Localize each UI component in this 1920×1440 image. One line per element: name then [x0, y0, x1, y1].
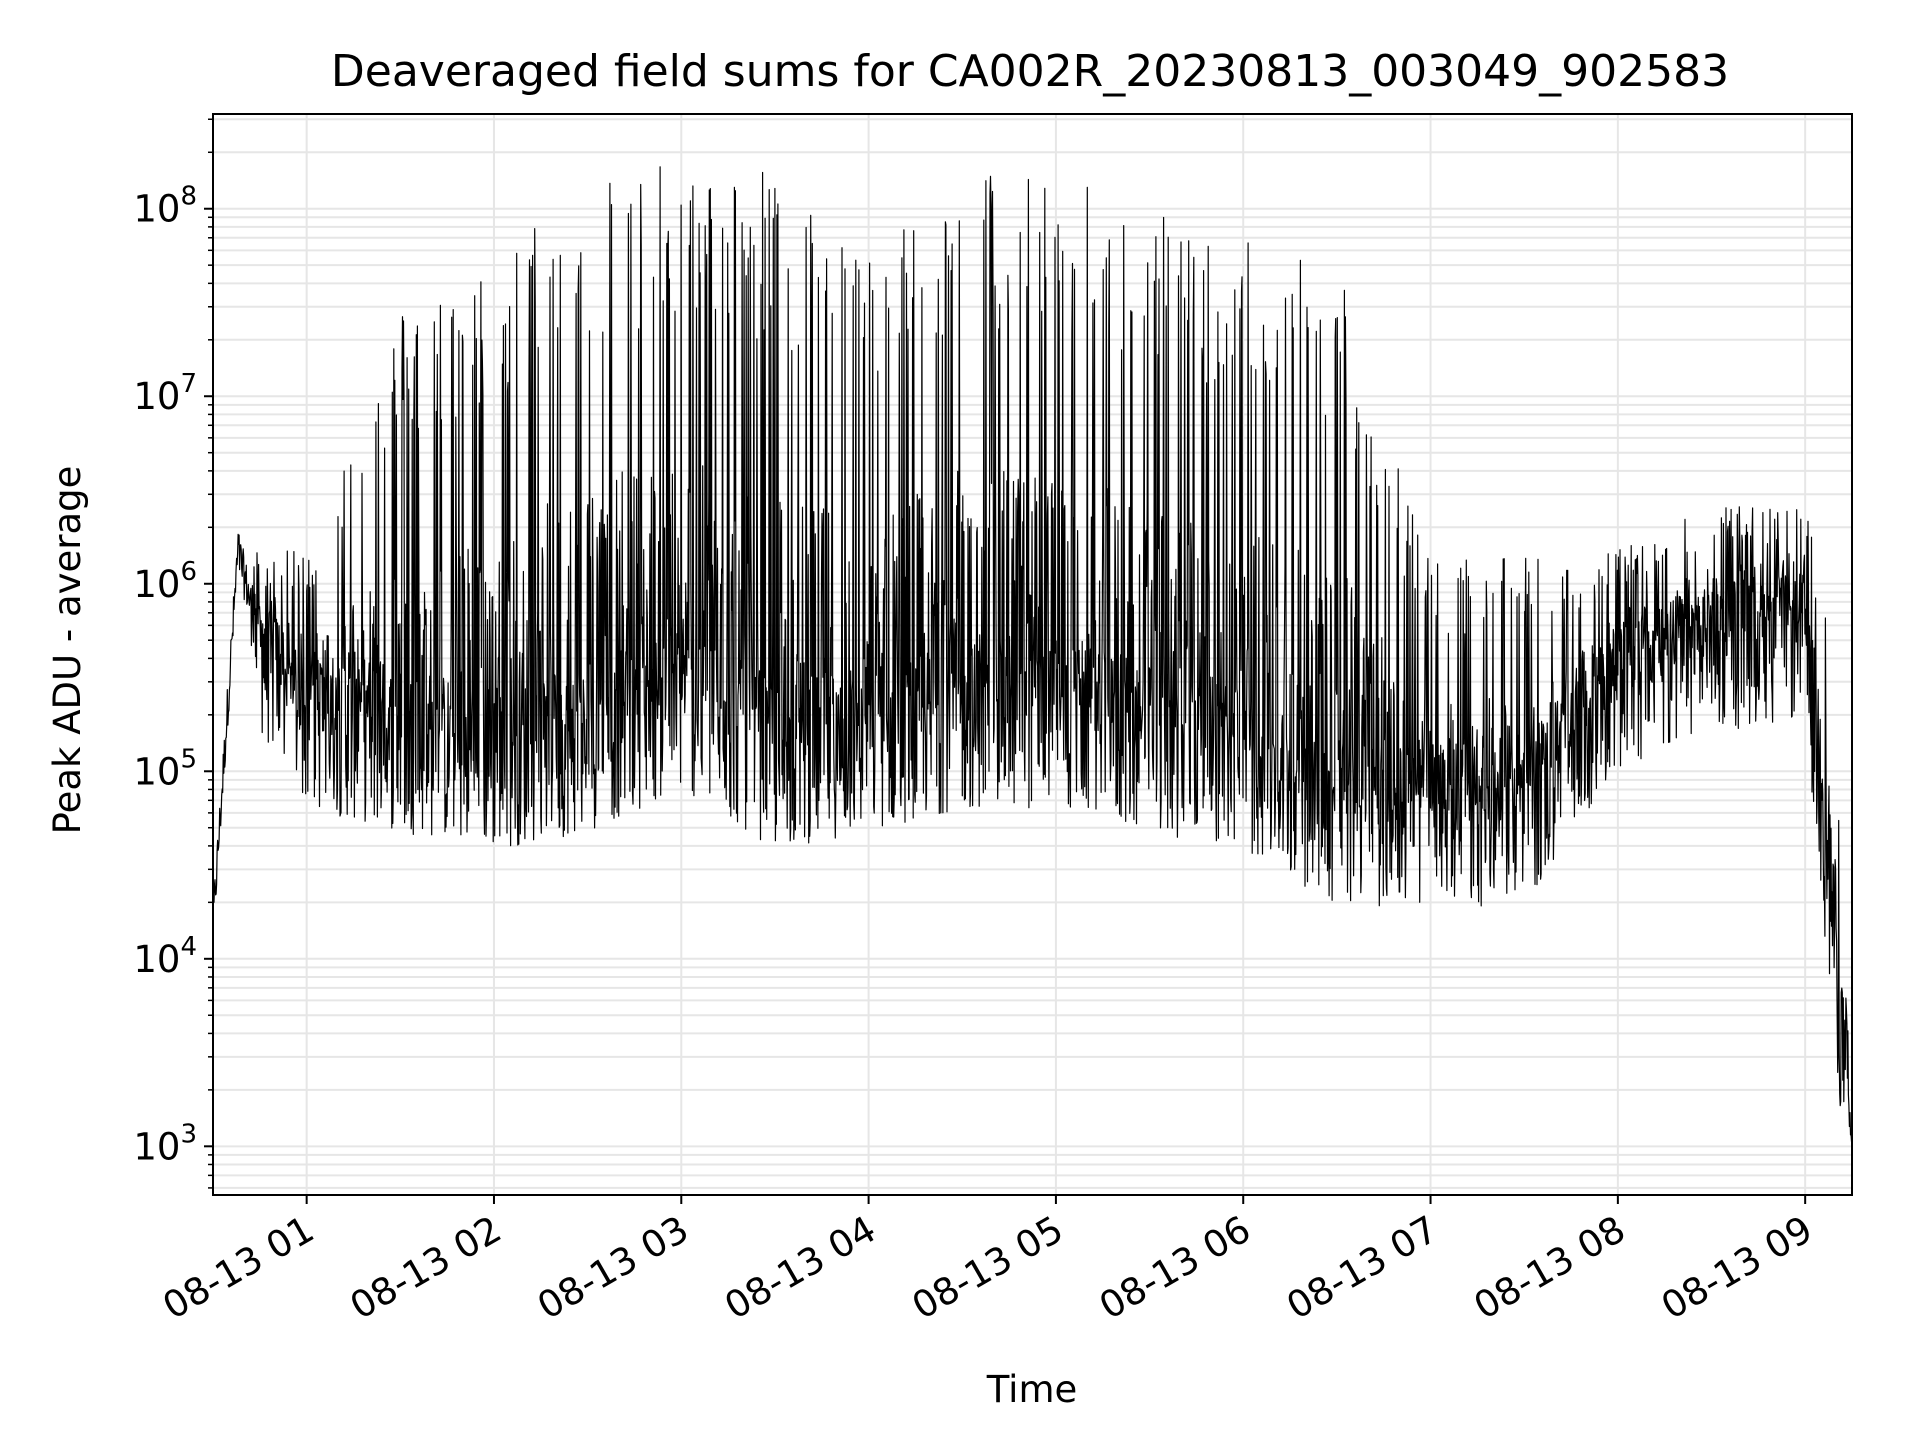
y-tick-exponent: 6: [180, 557, 197, 587]
x-tick-label: 08-13 01: [156, 1208, 322, 1328]
y-axis-label: Peak ADU - average: [46, 466, 89, 835]
y-tick-exponent: 8: [180, 182, 197, 212]
y-tick-exponent: 7: [180, 369, 197, 399]
y-tick-exponent: 4: [180, 932, 197, 962]
chart-title: Deaveraged field sums for CA002R_2023081…: [331, 46, 1729, 97]
y-tick-label: 105: [133, 744, 197, 793]
series-trace: [212, 166, 1853, 1143]
x-tick-label: 08-13 07: [1279, 1208, 1445, 1328]
y-tick-label: 103: [133, 1119, 197, 1168]
x-tick-label: 08-13 04: [718, 1208, 884, 1328]
y-tick-label: 106: [133, 557, 197, 606]
y-tick-exponent: 3: [180, 1119, 197, 1149]
x-axis-label: Time: [986, 1368, 1078, 1411]
y-tick-label: 104: [133, 932, 197, 981]
x-tick-label: 08-13 05: [905, 1208, 1071, 1328]
y-tick-label: 108: [133, 182, 197, 231]
x-tick-label: 08-13 06: [1092, 1208, 1258, 1328]
x-tick-label: 08-13 09: [1654, 1208, 1820, 1328]
y-tick-label: 107: [133, 369, 197, 418]
plot-frame: [212, 113, 1853, 1196]
x-tick-label: 08-13 02: [343, 1208, 509, 1328]
y-tick-exponent: 5: [180, 744, 197, 774]
series-line: [212, 166, 1853, 1143]
x-tick-label: 08-13 08: [1467, 1208, 1633, 1328]
x-tick-label: 08-13 03: [530, 1208, 696, 1328]
